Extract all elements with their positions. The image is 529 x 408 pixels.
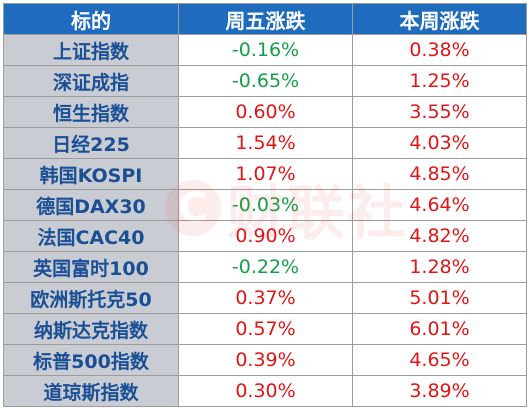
row-week-change: 4.03% — [352, 127, 527, 159]
row-name: 法国CAC40 — [3, 220, 179, 252]
row-friday-change: 1.07% — [178, 158, 353, 190]
row-name: 道琼斯指数 — [3, 375, 179, 407]
row-name: 韩国KOSPI — [3, 158, 179, 190]
table-row: 恒生指数 0.60% 3.55% — [3, 96, 527, 128]
row-name: 德国DAX30 — [3, 189, 179, 221]
table-row: 欧洲斯托克50 0.37% 5.01% — [3, 282, 527, 314]
row-friday-change: -0.03% — [178, 189, 353, 221]
header-friday-change: 周五涨跌 — [178, 3, 353, 35]
row-friday-change: 0.37% — [178, 282, 353, 314]
row-name: 恒生指数 — [3, 96, 179, 128]
row-week-change: 4.65% — [352, 344, 527, 376]
row-week-change: 1.28% — [352, 251, 527, 283]
table-row: 标普500指数 0.39% 4.65% — [3, 344, 527, 376]
table-row: 深证成指 -0.65% 1.25% — [3, 65, 527, 97]
table-row: 韩国KOSPI 1.07% 4.85% — [3, 158, 527, 190]
row-name: 纳斯达克指数 — [3, 313, 179, 345]
row-name: 深证成指 — [3, 65, 179, 97]
table-row: 纳斯达克指数 0.57% 6.01% — [3, 313, 527, 345]
table-row: 法国CAC40 0.90% 4.82% — [3, 220, 527, 252]
row-week-change: 4.82% — [352, 220, 527, 252]
row-friday-change: 0.60% — [178, 96, 353, 128]
row-friday-change: 0.39% — [178, 344, 353, 376]
row-name: 英国富时100 — [3, 251, 179, 283]
row-friday-change: 0.90% — [178, 220, 353, 252]
row-name: 上证指数 — [3, 34, 179, 66]
table-header-row: 标的 周五涨跌 本周涨跌 — [3, 3, 527, 35]
table-row: 英国富时100 -0.22% 1.28% — [3, 251, 527, 283]
index-performance-table: 标的 周五涨跌 本周涨跌 上证指数 -0.16% 0.38% 深证成指 -0.6… — [3, 3, 527, 407]
row-week-change: 6.01% — [352, 313, 527, 345]
table-row: 上证指数 -0.16% 0.38% — [3, 34, 527, 66]
row-name: 标普500指数 — [3, 344, 179, 376]
row-friday-change: 0.30% — [178, 375, 353, 407]
row-friday-change: 1.54% — [178, 127, 353, 159]
row-friday-change: 0.57% — [178, 313, 353, 345]
table-row: 日经225 1.54% 4.03% — [3, 127, 527, 159]
row-week-change: 4.85% — [352, 158, 527, 190]
row-friday-change: -0.65% — [178, 65, 353, 97]
row-week-change: 4.64% — [352, 189, 527, 221]
row-week-change: 1.25% — [352, 65, 527, 97]
header-instrument: 标的 — [3, 3, 179, 35]
row-name: 日经225 — [3, 127, 179, 159]
row-week-change: 3.55% — [352, 96, 527, 128]
table-row: 德国DAX30 -0.03% 4.64% — [3, 189, 527, 221]
row-friday-change: -0.16% — [178, 34, 353, 66]
row-week-change: 3.89% — [352, 375, 527, 407]
row-name: 欧洲斯托克50 — [3, 282, 179, 314]
row-friday-change: -0.22% — [178, 251, 353, 283]
row-week-change: 0.38% — [352, 34, 527, 66]
header-week-change: 本周涨跌 — [352, 3, 527, 35]
table-row: 道琼斯指数 0.30% 3.89% — [3, 375, 527, 407]
row-week-change: 5.01% — [352, 282, 527, 314]
